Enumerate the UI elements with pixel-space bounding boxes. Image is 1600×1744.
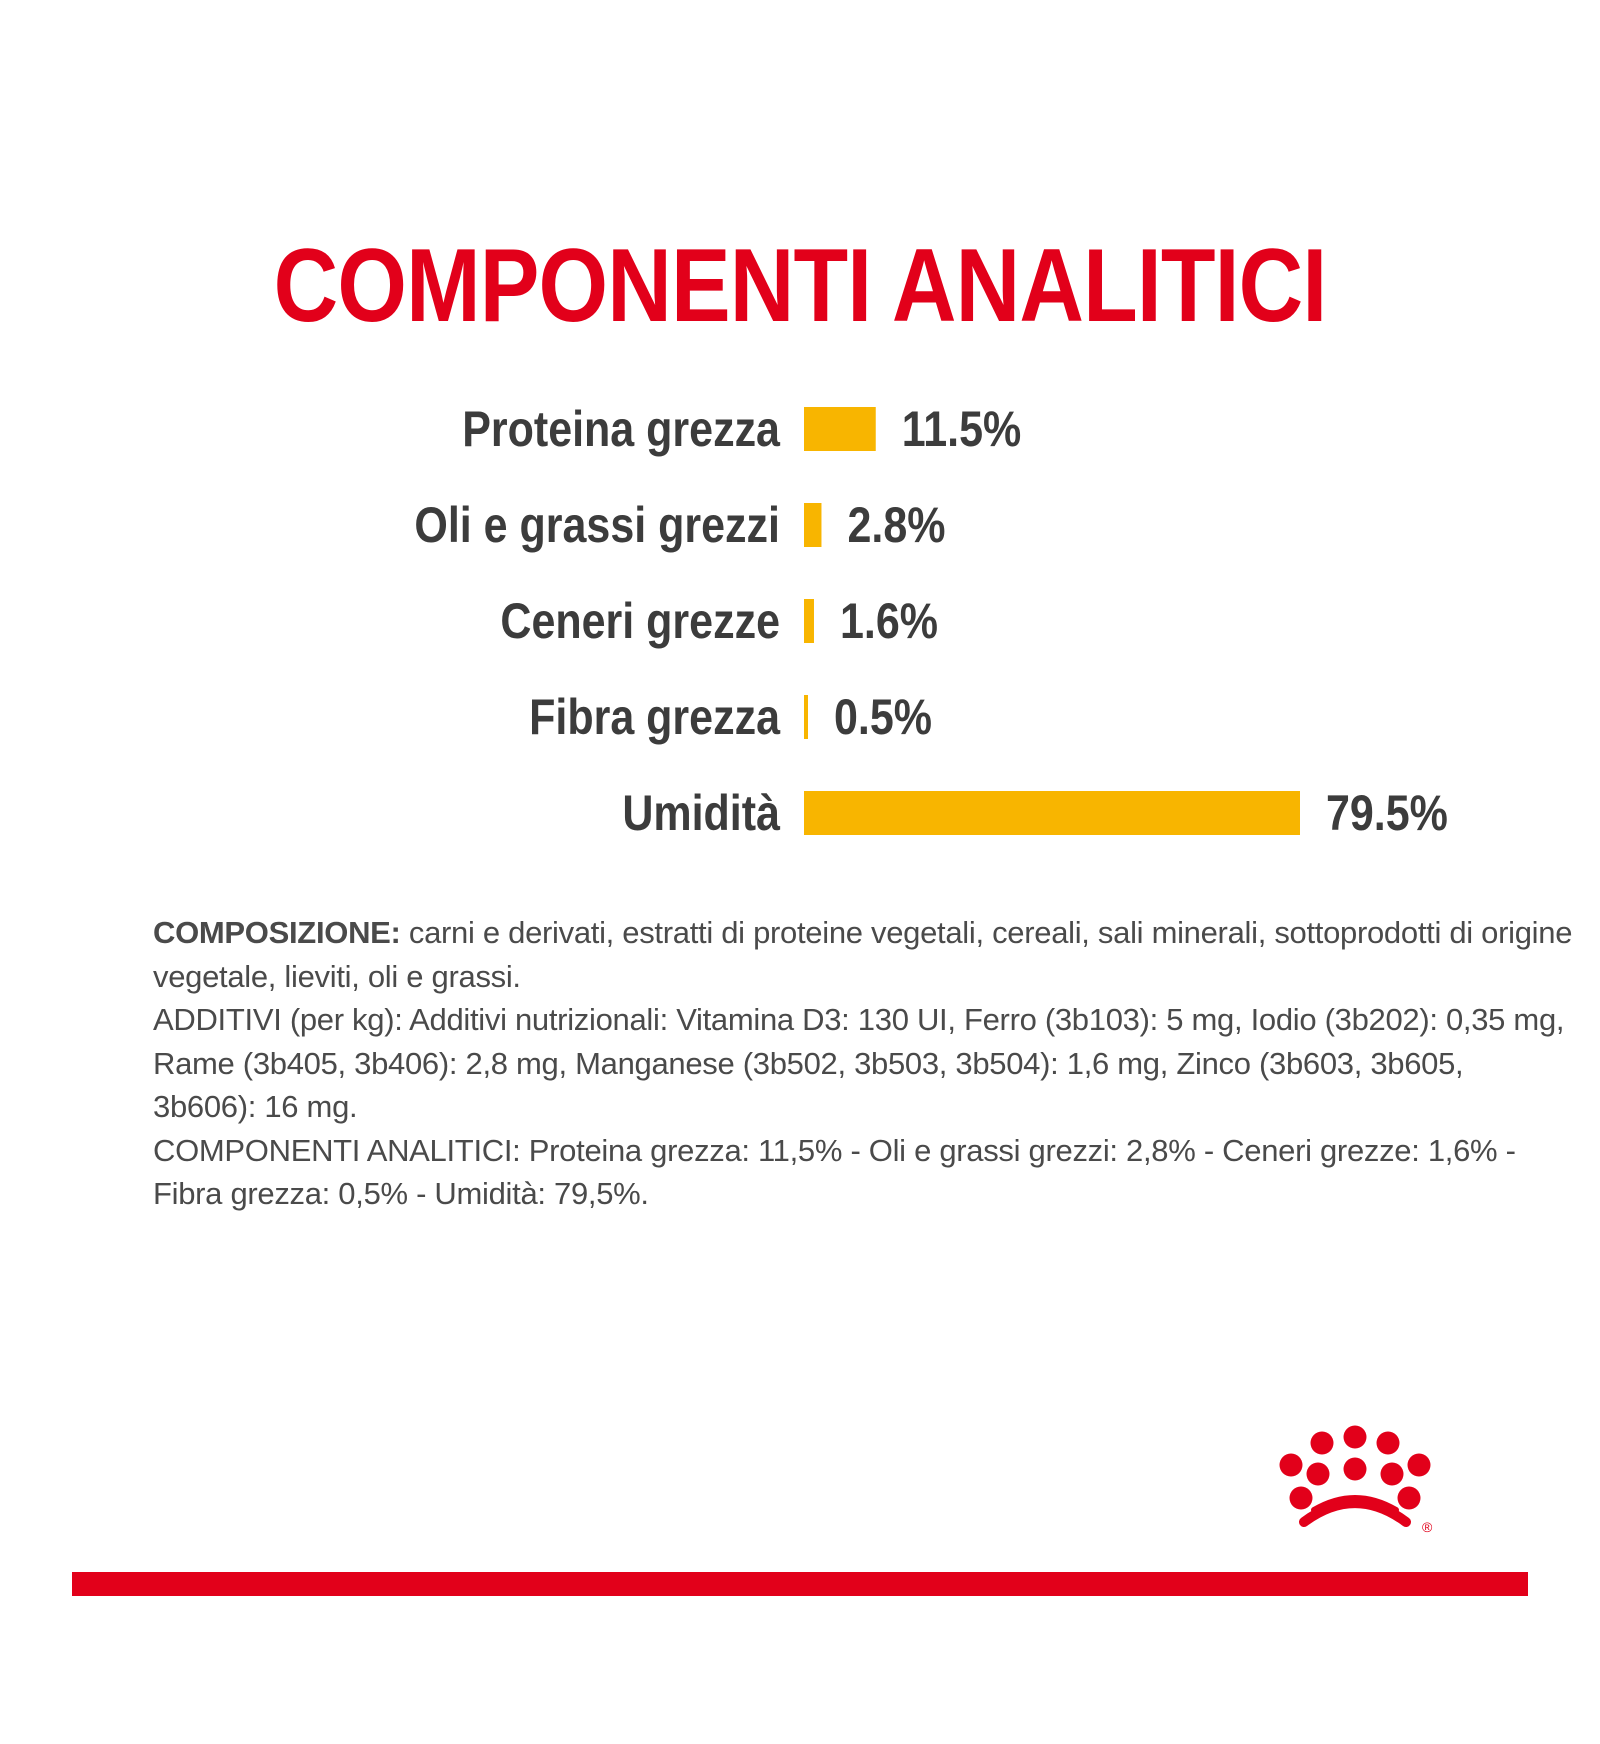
value-label: 0.5%: [834, 689, 932, 745]
composition-text-block: COMPOSIZIONE: carni e derivati, estratti…: [153, 911, 1573, 1216]
bar: [804, 503, 822, 547]
crown-dot: [1306, 1462, 1330, 1486]
crown-dot: [1310, 1431, 1334, 1455]
additives-paragraph: ADDITIVI (per kg): Additivi nutrizionali…: [153, 1002, 1565, 1124]
royal-canin-crown-icon: ®: [1279, 1425, 1433, 1535]
category-label: Umidità: [622, 785, 781, 841]
bar: [804, 599, 814, 643]
crown-dot: [1397, 1486, 1421, 1510]
category-label: Oli e grassi grezzi: [414, 497, 780, 553]
composition-paragraph: COMPOSIZIONE: carni e derivati, estratti…: [153, 911, 1573, 998]
crown-dot: [1407, 1453, 1431, 1477]
composition-ingredients: carni e derivati, estratti di proteine v…: [153, 915, 1573, 994]
analytical-components-paragraph: COMPONENTI ANALITICI: Proteina grezza: 1…: [153, 1132, 1516, 1212]
analytic-components-chart: Proteina grezza 11.5% Oli e grassi grezzi 2…: [414, 401, 1448, 841]
crown-dot: [1343, 1457, 1367, 1481]
category-label: Ceneri grezze: [500, 593, 780, 649]
crown-dot: [1376, 1431, 1400, 1455]
crown-arc-inner: [1311, 1495, 1399, 1513]
value-label: 79.5%: [1326, 785, 1448, 841]
value-label: 2.8%: [847, 497, 945, 553]
crown-dot: [1279, 1453, 1303, 1477]
value-label: 1.6%: [840, 593, 938, 649]
crown-dot: [1343, 1425, 1367, 1449]
crown-arc: [1299, 1498, 1411, 1527]
bar: [804, 407, 876, 451]
bottom-red-rule: [72, 1572, 1528, 1596]
crown-dot: [1380, 1462, 1404, 1486]
value-label: 11.5%: [902, 401, 1022, 457]
composition-label: COMPOSIZIONE:: [153, 915, 401, 950]
crown-dots: [1279, 1425, 1431, 1510]
bar: [804, 695, 808, 739]
registered-mark: ®: [1422, 1519, 1433, 1535]
crown-dot: [1289, 1486, 1313, 1510]
bar: [804, 791, 1300, 835]
page-title: COMPONENTI ANALITICI: [273, 228, 1328, 344]
category-label: Proteina grezza: [462, 401, 781, 457]
category-label: Fibra grezza: [529, 689, 781, 745]
